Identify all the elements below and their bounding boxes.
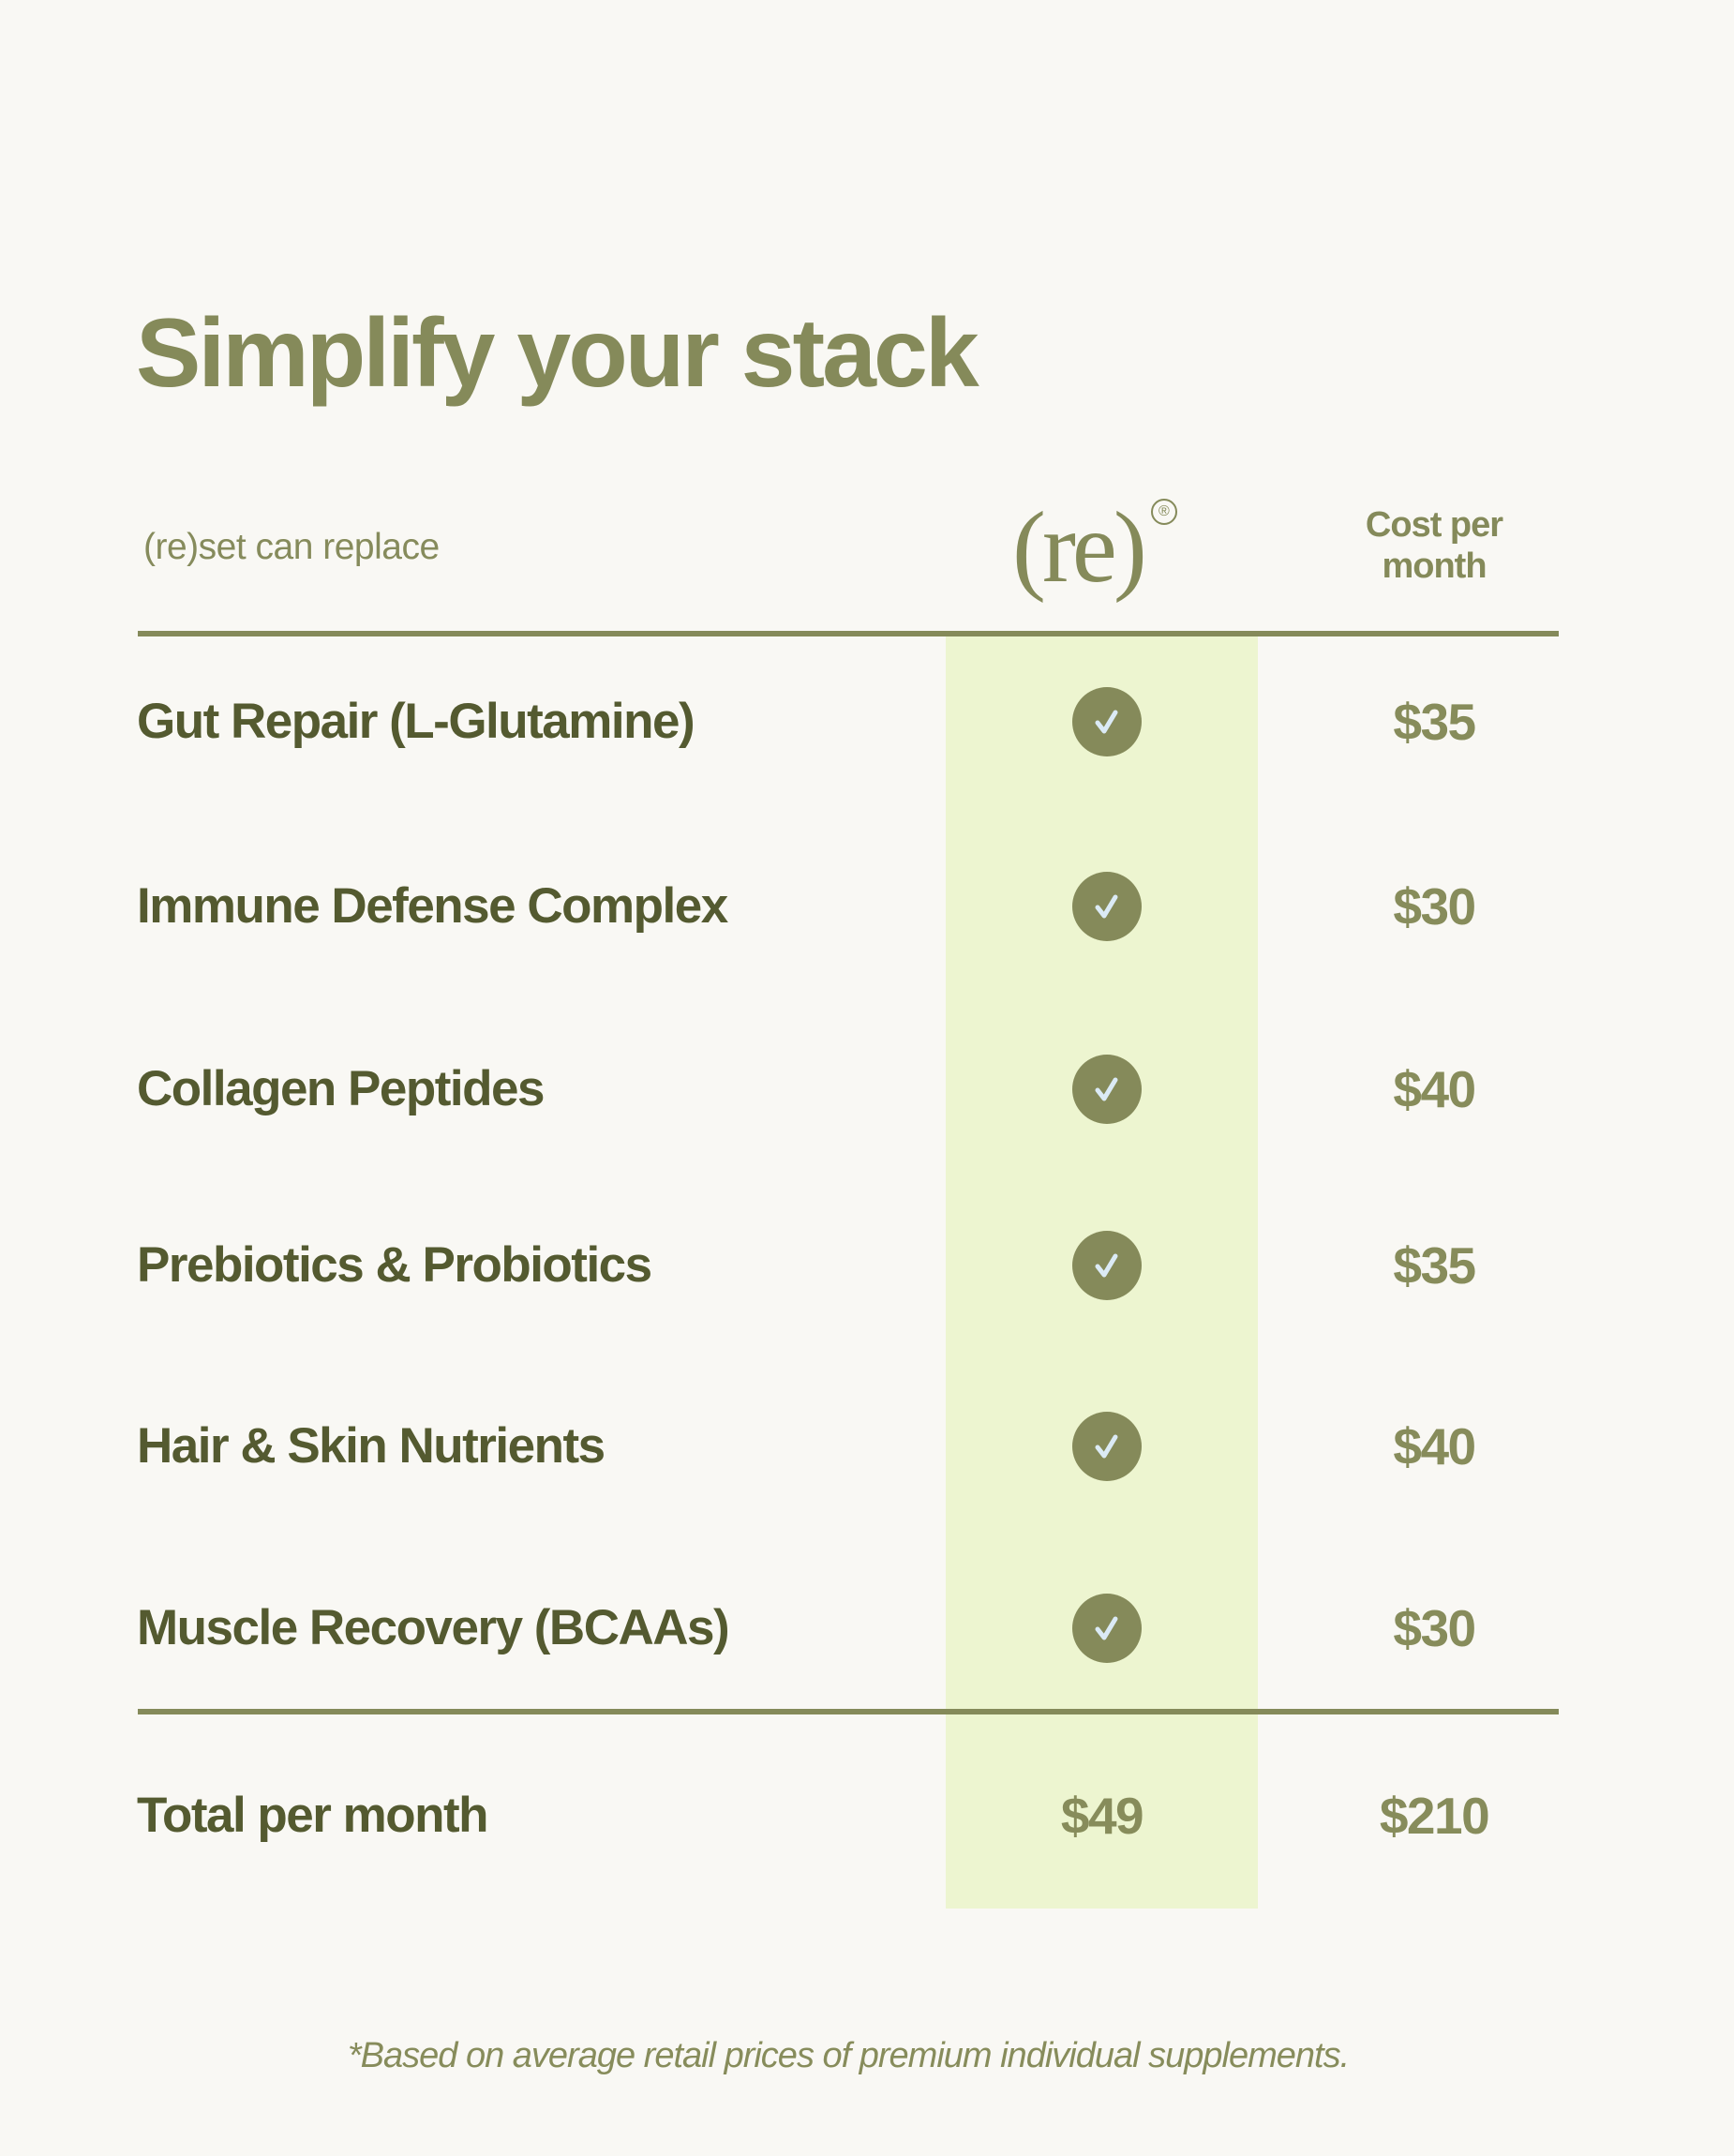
total-label: Total per month xyxy=(137,1788,489,1843)
table-row: Hair & Skin Nutrients $40 xyxy=(0,1400,1734,1493)
cost-column-header: Cost per month xyxy=(1312,504,1556,587)
table-row: Gut Repair (L-Glutamine) $35 xyxy=(0,675,1734,769)
supplement-label: Hair & Skin Nutrients xyxy=(137,1418,605,1474)
supplement-price: $30 xyxy=(1393,1599,1476,1657)
supplement-price: $35 xyxy=(1393,693,1476,751)
total-reset-price: $49 xyxy=(1060,1787,1144,1845)
table-row: Muscle Recovery (BCAAs) $30 xyxy=(0,1581,1734,1675)
page-title: Simplify your stack xyxy=(136,299,979,408)
supplement-price: $40 xyxy=(1393,1417,1476,1475)
total-separate-price: $210 xyxy=(1379,1787,1490,1845)
supplement-price: $30 xyxy=(1393,877,1476,936)
check-circle-icon xyxy=(1072,1594,1142,1663)
footnote: *Based on average retail prices of premi… xyxy=(347,2036,1350,2075)
brand-logo-text: (re) xyxy=(1012,492,1147,604)
supplement-price: $35 xyxy=(1393,1236,1476,1295)
table-row: Prebiotics & Probiotics $35 xyxy=(0,1219,1734,1312)
header-divider xyxy=(138,631,1559,636)
total-divider xyxy=(138,1709,1559,1714)
cost-header-line2: month xyxy=(1382,546,1487,586)
table-row: Collagen Peptides $40 xyxy=(0,1042,1734,1136)
cost-header-line1: Cost per xyxy=(1365,505,1503,545)
brand-logo: (re) ® xyxy=(1012,487,1237,609)
replace-column-header: (re)set can replace xyxy=(143,527,440,567)
check-circle-icon xyxy=(1072,1231,1142,1300)
check-circle-icon xyxy=(1072,1055,1142,1124)
check-circle-icon xyxy=(1072,687,1142,756)
table-row: Immune Defense Complex $30 xyxy=(0,860,1734,953)
supplement-label: Gut Repair (L-Glutamine) xyxy=(137,694,695,749)
check-circle-icon xyxy=(1072,1412,1142,1481)
total-row: Total per month $49 $210 xyxy=(0,1769,1734,1863)
registered-mark: ® xyxy=(1150,499,1177,525)
supplement-price: $40 xyxy=(1393,1060,1476,1118)
check-circle-icon xyxy=(1072,872,1142,941)
supplement-label: Collagen Peptides xyxy=(137,1061,545,1116)
supplement-label: Muscle Recovery (BCAAs) xyxy=(137,1600,730,1655)
supplement-label: Prebiotics & Probiotics xyxy=(137,1237,652,1293)
supplement-label: Immune Defense Complex xyxy=(137,878,728,934)
